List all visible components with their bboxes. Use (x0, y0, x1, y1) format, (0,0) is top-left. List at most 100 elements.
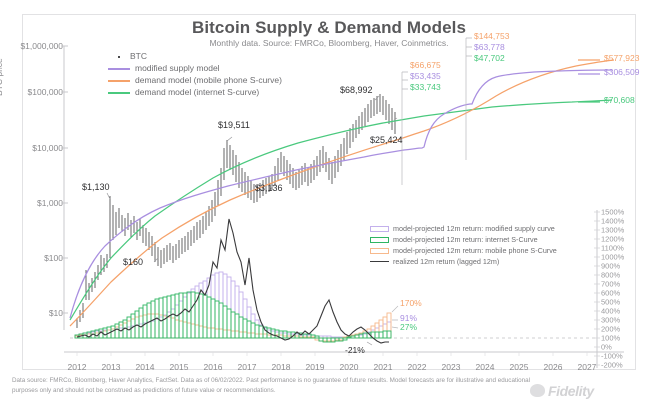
x-tick: 2013 (101, 362, 121, 372)
annotation-endpoint: $577,923 (604, 53, 640, 63)
annotation-projection-2024: $144,753 (474, 31, 510, 41)
fidelity-logo: Fidelity (530, 383, 594, 399)
y-tick: $1,000 (37, 198, 63, 208)
annotation-return: 27% (400, 322, 418, 332)
line-swatch-icon (370, 261, 389, 262)
y-right-tick: 0% (601, 342, 612, 352)
legend-item-return-internet: model-projected 12m return: internet S-C… (370, 234, 557, 245)
return-bars-modified-supply (74, 271, 392, 339)
y-right-tick: 900% (601, 261, 621, 271)
axis-ticks (61, 45, 624, 368)
legend-label: model-projected 12m return: internet S-C… (393, 235, 538, 244)
legend-label: BTC (130, 51, 147, 61)
x-tick: 2012 (67, 362, 87, 372)
x-tick: 2021 (373, 362, 393, 372)
y-right-tick: 800% (601, 270, 621, 280)
y-tick: $100 (44, 253, 63, 263)
annotation-projection-2022: $66,675 (410, 60, 441, 70)
chart-frame (22, 14, 636, 370)
x-tick: 2022 (407, 362, 427, 372)
y-tick: $10 (48, 308, 63, 318)
x-tick: 2026 (543, 362, 563, 372)
annotation-price: $68,992 (340, 85, 373, 95)
x-tick: 2020 (339, 362, 359, 372)
y-right-tick: 300% (601, 315, 621, 325)
legend-item-return-modified-supply: model-projected 12m return: modified sup… (370, 223, 557, 234)
y-axis-right: 1500% 1400% 1300% 1200% 1100% 1000% 900%… (601, 0, 658, 413)
y-right-tick: 1100% (601, 243, 624, 253)
y-axis-left: $1,000,000 $100,000 $10,000 $1,000 $100 … (0, 0, 63, 413)
annotation-projection-2024: $63,778 (474, 42, 505, 52)
modified-supply-model-line (69, 69, 613, 319)
x-tick: 2019 (305, 362, 325, 372)
return-bars-mobile-scurve (74, 312, 392, 342)
x-axis-ticks (76, 352, 588, 356)
y-right-tick: 1200% (601, 234, 625, 244)
box-swatch-icon (370, 225, 389, 232)
fidelity-wordmark: Fidelity (548, 383, 594, 399)
x-tick: 2023 (441, 362, 461, 372)
x-tick: 2017 (237, 362, 257, 372)
legend-label: model-projected 12m return: modified sup… (393, 224, 555, 233)
y-tick: $100,000 (27, 87, 63, 97)
y-right-tick: 600% (601, 288, 621, 298)
price-legend: BTC modified supply model demand model (… (108, 50, 282, 98)
x-tick: 2015 (169, 362, 189, 372)
y-right-tick: 200% (601, 324, 621, 334)
line-swatch-icon (108, 75, 130, 85)
annotation-endpoint: $306,509 (604, 67, 640, 77)
return-bars-internet-scurve (74, 291, 392, 343)
annotation-price: $3,136 (255, 183, 283, 193)
legend-item-mobile-scurve: demand model (mobile phone S-curve) (108, 74, 282, 86)
annotation-leaders (106, 37, 600, 346)
x-tick: 2024 (475, 362, 495, 372)
annotation-projection-2022: $33,743 (410, 82, 441, 92)
fidelity-pyramid-icon (530, 384, 545, 397)
btc-dot-icon (108, 51, 130, 61)
realized-return-line (76, 218, 389, 344)
y-right-tick: 400% (601, 306, 621, 316)
legend-label: demand model (internet S-curve) (135, 87, 260, 97)
legend-label: model-projected 12m return: mobile phone… (393, 246, 557, 255)
annotation-return: 91% (400, 313, 418, 323)
return-legend: model-projected 12m return: modified sup… (370, 223, 557, 267)
axis-minor-ticks (594, 211, 600, 366)
legend-label: modified supply model (135, 63, 220, 73)
annotation-price: $160 (123, 257, 144, 267)
legend-item-internet-scurve: demand model (internet S-curve) (108, 86, 282, 98)
y-tick: $10,000 (32, 143, 63, 153)
y-right-tick: 1300% (601, 225, 625, 235)
legend-item-modified-supply: modified supply model (108, 62, 282, 74)
y-right-tick: 500% (601, 297, 621, 307)
annotation-projection-2022: $53,435 (410, 71, 441, 81)
annotation-price: $1,130 (82, 182, 110, 192)
page-title: Bitcoin Supply & Demand Models (191, 18, 467, 37)
legend-label: realized 12m return (lagged 12m) (393, 257, 500, 266)
y-right-tick: -100% (601, 351, 623, 361)
annotation-price: $25,424 (370, 135, 403, 145)
demand-model-internet-line (69, 99, 613, 321)
annotation-endpoint: $70,608 (604, 95, 635, 105)
box-swatch-icon (370, 247, 389, 254)
disclaimer-text: Data source: FMRCo, Bloomberg, Haver Ana… (12, 377, 531, 394)
legend-item-return-mobile: model-projected 12m return: mobile phone… (370, 245, 557, 256)
x-tick: 2027 (577, 362, 597, 372)
y-right-tick: 100% (601, 333, 621, 343)
annotation-return: 170% (400, 298, 422, 308)
box-swatch-icon (370, 236, 389, 243)
chart-subtitle: Monthly data. Source: FMRCo, Bloomberg, … (209, 38, 449, 48)
annotation-return: -21% (345, 345, 365, 355)
y-right-tick: 700% (601, 279, 621, 289)
y-right-tick: 1500% (601, 207, 625, 217)
y-right-tick: 1000% (601, 252, 625, 262)
line-swatch-icon (108, 63, 130, 73)
x-tick: 2025 (509, 362, 529, 372)
y-right-tick: 1400% (601, 216, 625, 226)
x-tick: 2014 (135, 362, 155, 372)
y-right-tick: -200% (601, 360, 623, 370)
legend-item-realized-return: realized 12m return (lagged 12m) (370, 256, 557, 267)
x-tick: 2018 (271, 362, 291, 372)
demand-model-mobile-line (69, 59, 615, 327)
